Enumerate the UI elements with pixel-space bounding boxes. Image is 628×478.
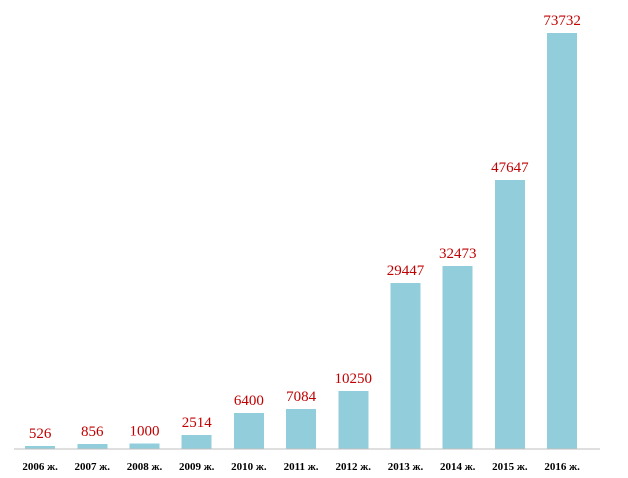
data-label-2: 1000 [130, 423, 160, 439]
x-tick-label-6: 2012 ж. [336, 461, 372, 473]
data-label-1: 856 [81, 424, 104, 440]
data-label-0: 526 [29, 426, 52, 442]
data-label-6: 10250 [335, 371, 373, 387]
bar-0 [25, 446, 56, 449]
bar-1 [77, 444, 108, 449]
x-tick-label-8: 2014 ж. [440, 461, 476, 473]
bars-group [25, 33, 578, 449]
bar-7 [390, 282, 421, 449]
x-tick-labels-group: 2006 ж. 2007 ж. 2008 ж. 2009 ж. 2010 ж. 2011 … [22, 461, 580, 473]
bar-9 [494, 180, 525, 449]
data-label-8: 32473 [439, 246, 477, 262]
x-tick-label-7: 2013 ж. [388, 461, 424, 473]
bar-2 [129, 443, 160, 449]
x-tick-label-9: 2015 ж. [492, 461, 528, 473]
x-tick-label-10: 2016 ж. [544, 461, 580, 473]
data-label-10: 73732 [543, 13, 581, 29]
data-label-5: 7084 [286, 389, 317, 405]
x-tick-label-1: 2007 ж. [75, 461, 111, 473]
bar-3 [181, 434, 212, 449]
x-tick-label-2: 2008 ж. [127, 461, 163, 473]
bar-6 [338, 391, 369, 449]
data-label-7: 29447 [387, 263, 425, 279]
x-tick-label-0: 2006 ж. [22, 461, 58, 473]
bar-8 [442, 265, 473, 449]
data-label-4: 6400 [234, 393, 264, 409]
bar-5 [286, 409, 317, 449]
data-label-3: 2514 [182, 415, 213, 431]
data-label-9: 47647 [491, 160, 529, 176]
bar-4 [233, 412, 264, 449]
x-tick-label-4: 2010 ж. [231, 461, 267, 473]
x-tick-label-3: 2009 ж. [179, 461, 215, 473]
data-labels-group: 526 856 1000 2514 6400 7084 10250 29447 32473 476… [29, 13, 581, 442]
x-tick-label-5: 2011 ж. [284, 461, 319, 473]
bar-10 [547, 33, 578, 449]
